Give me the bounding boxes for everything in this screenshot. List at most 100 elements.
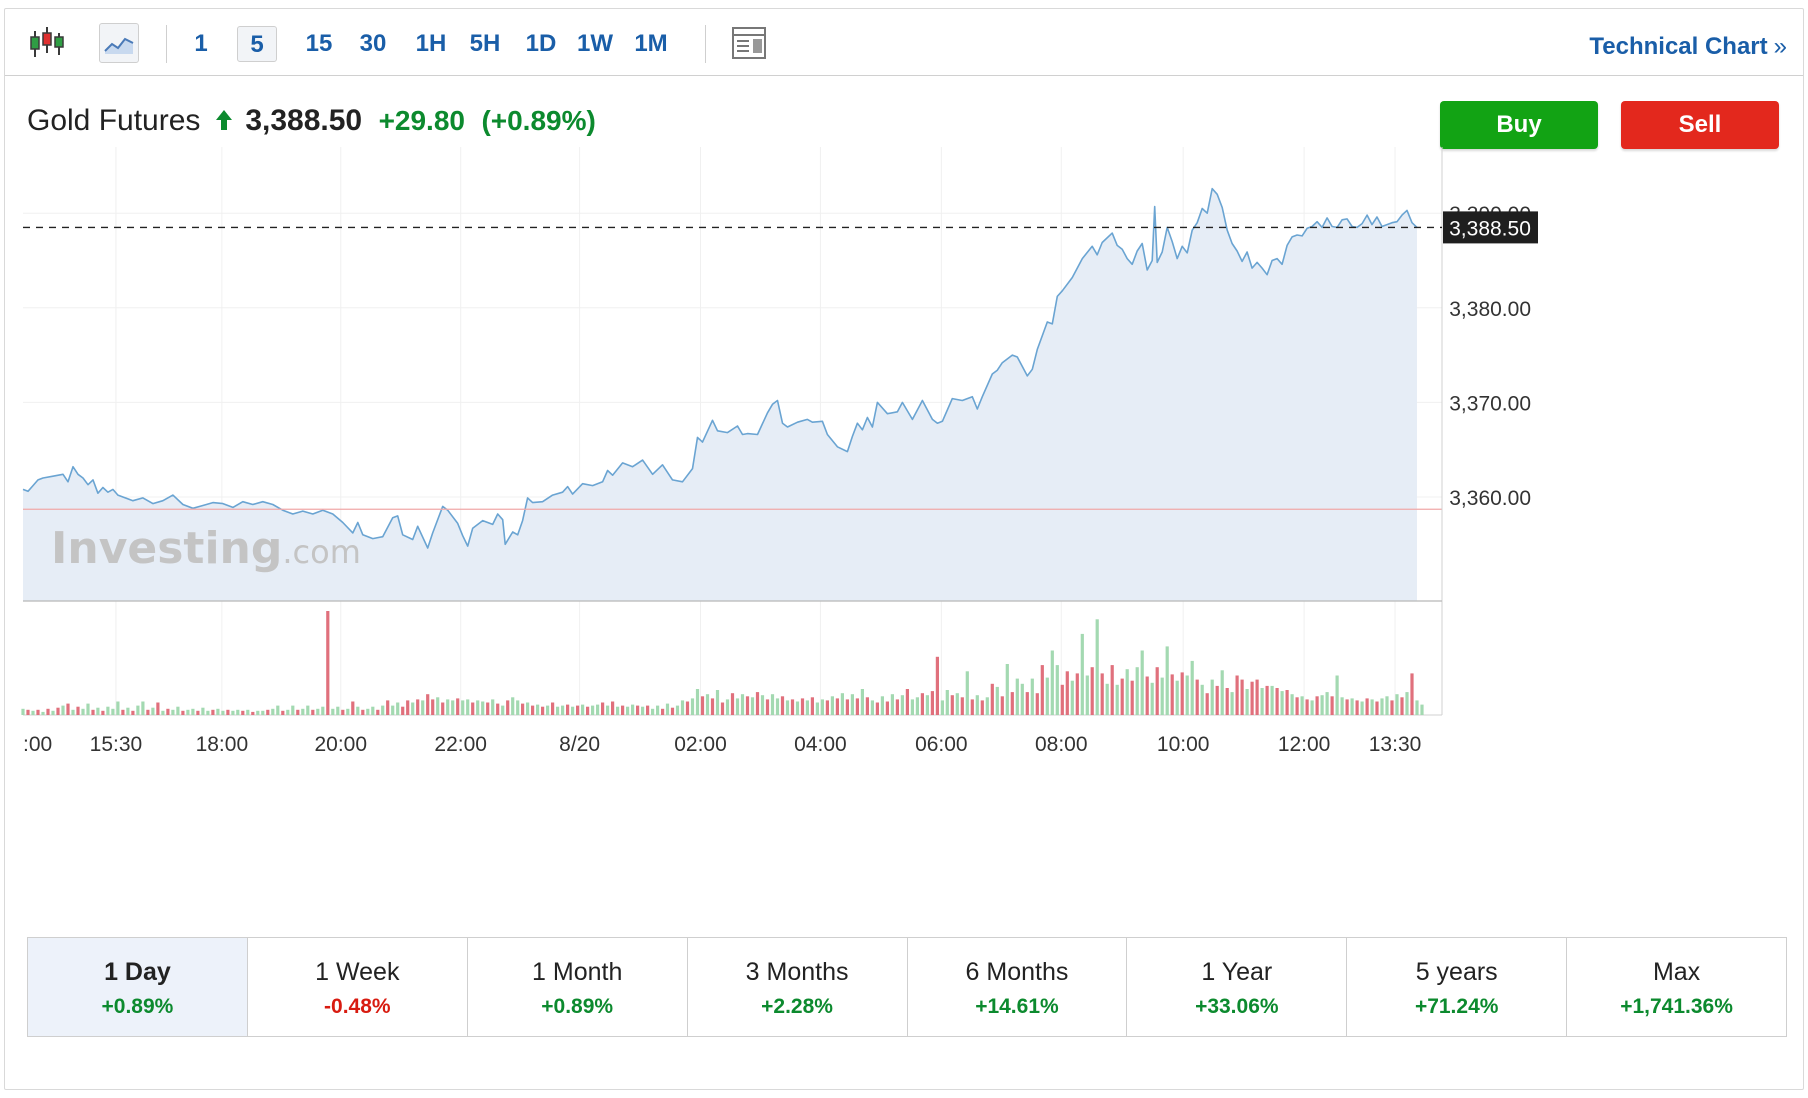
volume-bar [785,700,790,715]
volume-bar [491,699,495,715]
technical-chart-link[interactable]: Technical Chart» [1589,33,1787,61]
interval-button-1h[interactable]: 1H [415,30,447,57]
volume-bar [1285,690,1289,715]
layout-icon[interactable] [729,23,769,63]
volume-bar [885,701,889,715]
volume-bar [1090,667,1094,715]
volume-bar [226,709,230,715]
volume-bar [96,707,100,715]
volume-bar [1345,699,1349,715]
volume-bar [341,709,345,715]
period-tab[interactable]: 1 Year +33.06% [1127,938,1348,1036]
sell-button[interactable]: Sell [1621,101,1779,149]
volume-bar [576,705,580,715]
chart-toolbar: 1 5 15 30 1H 5H 1D 1W 1M Technical Chart» [5,9,1803,76]
volume-bar [526,702,530,715]
volume-bar [1395,694,1399,715]
volume-bar [486,702,490,715]
volume-bar [1055,665,1059,715]
period-tab[interactable]: Max +1,741.36% [1567,938,1786,1036]
volume-bar [965,671,969,715]
interval-button-1m[interactable]: 1M [634,30,668,57]
volume-bar [985,697,989,715]
interval-button-30[interactable]: 30 [359,30,387,57]
volume-bar [266,709,270,715]
volume-bar [361,709,365,715]
buy-button[interactable]: Buy [1440,101,1598,149]
volume-bar [1100,673,1104,715]
volume-bar [556,706,560,715]
volume-bar [995,686,999,715]
volume-bar [136,705,140,715]
interval-button-1d[interactable]: 1D [525,30,557,57]
volume-bar [191,708,195,715]
volume-bar [461,700,465,715]
volume-bar [1030,678,1034,715]
volume-bar [1420,704,1424,715]
volume-bar [760,695,765,715]
volume-bar [186,709,190,715]
volume-bar [1270,685,1274,715]
price-chart[interactable]: Investing.com3,390.003,380.003,370.003,3… [5,9,1803,909]
x-tick-label: 8/20 [559,733,600,756]
volume-bar [860,689,864,715]
period-tab[interactable]: 1 Week -0.48% [248,938,468,1036]
volume-bar [705,694,710,715]
volume-bar [406,700,410,715]
volume-bar [386,700,390,715]
volume-bar [656,705,660,715]
volume-bar [695,689,700,715]
candlestick-icon[interactable] [27,23,67,63]
volume-bar [975,695,979,715]
volume-bar [146,709,150,715]
line-chart-icon[interactable] [99,23,139,63]
volume-bar [381,705,385,715]
volume-bar [476,700,480,715]
period-tab[interactable]: 3 Months +2.28% [688,938,908,1036]
volume-bar [331,708,335,715]
volume-bar [311,709,315,715]
volume-bar [56,707,60,715]
volume-bar [241,710,245,715]
volume-bar [955,693,959,715]
volume-bar [131,710,135,715]
volume-bar [1230,692,1234,715]
period-tab[interactable]: 6 Months +14.61% [908,938,1128,1036]
volume-bar [206,710,210,715]
volume-bar [1095,619,1099,715]
volume-bar [521,703,525,715]
volume-bar [211,709,215,715]
volume-bar [1015,678,1019,715]
volume-bar [506,700,510,715]
period-tab[interactable]: 5 years +71.24% [1347,938,1568,1036]
volume-bar [1040,665,1044,715]
volume-bar [181,710,185,715]
interval-button-5[interactable]: 5 [237,26,277,62]
volume-bar [41,711,45,715]
volume-bar [1355,700,1359,715]
volume-bar [680,700,685,715]
period-tab[interactable]: 1 Day +0.89% [28,938,248,1036]
volume-bar [61,705,65,715]
up-arrow-icon [215,107,233,147]
volume-bar [1195,679,1199,715]
interval-button-15[interactable]: 15 [305,30,333,57]
chevron-right-icon: » [1773,33,1787,60]
interval-button-1w[interactable]: 1W [577,30,613,57]
volume-bar [1205,693,1209,715]
period-label: 1 Month [532,958,623,986]
volume-bar [326,611,330,715]
x-tick-label: 13:30 [1369,733,1422,756]
interval-button-1[interactable]: 1 [194,30,208,57]
volume-bar [106,706,110,715]
volume-bar [416,699,420,715]
volume-bar [900,695,904,715]
volume-bar [1350,698,1354,715]
volume-bar [31,710,35,715]
volume-bar [606,705,610,715]
interval-button-5h[interactable]: 5H [469,30,501,57]
volume-bar [581,704,585,715]
period-tab[interactable]: 1 Month +0.89% [468,938,688,1036]
volume-bar [451,700,455,715]
volume-bar [710,698,715,715]
